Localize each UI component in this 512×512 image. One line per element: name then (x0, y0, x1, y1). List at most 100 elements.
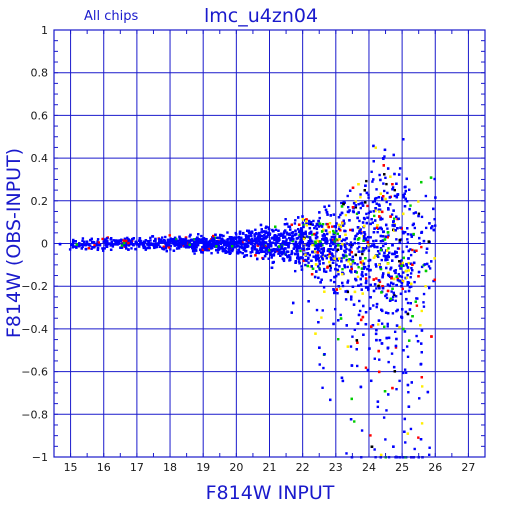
data-point (231, 249, 234, 253)
data-point (297, 223, 301, 226)
data-point (92, 246, 96, 249)
data-point (101, 249, 105, 252)
data-point (360, 232, 363, 235)
x-tick-label: 24 (362, 461, 376, 474)
data-point (375, 305, 378, 309)
data-point (259, 241, 263, 244)
data-point (155, 243, 158, 247)
data-point (370, 325, 373, 328)
data-point (367, 286, 370, 289)
data-point (248, 239, 251, 243)
data-point (356, 341, 359, 344)
data-point (380, 291, 383, 294)
data-point (307, 222, 311, 226)
data-point (380, 196, 384, 199)
data-point (406, 233, 410, 236)
data-point (382, 182, 385, 185)
data-point (277, 252, 280, 255)
data-point (363, 266, 367, 269)
data-point (357, 242, 360, 245)
data-point (276, 238, 279, 241)
data-point (378, 358, 381, 361)
data-point (315, 254, 318, 257)
data-point (250, 237, 254, 240)
data-point (290, 251, 294, 255)
data-point (291, 239, 294, 243)
data-point (348, 253, 351, 256)
data-point (326, 223, 329, 226)
data-point (409, 253, 413, 257)
data-point (322, 247, 325, 250)
data-point (409, 272, 413, 275)
data-point (353, 262, 356, 265)
data-point (385, 296, 389, 300)
data-point (201, 246, 204, 249)
data-point (72, 238, 75, 242)
data-point (302, 244, 305, 247)
data-point (376, 230, 379, 234)
data-point (420, 309, 423, 313)
data-point (420, 422, 424, 425)
data-point (378, 280, 382, 284)
data-point (393, 293, 396, 297)
data-point (378, 208, 382, 211)
data-point (353, 290, 357, 294)
data-point (369, 245, 372, 248)
data-point (309, 231, 313, 234)
data-point (296, 256, 299, 260)
data-point (380, 342, 384, 345)
data-point (317, 276, 320, 280)
data-point (293, 222, 297, 225)
data-point (261, 242, 264, 245)
data-point (194, 249, 198, 252)
data-point (276, 241, 279, 244)
data-point (406, 241, 410, 244)
data-point (239, 241, 243, 244)
data-point (146, 240, 150, 243)
data-point (318, 259, 321, 263)
data-point (343, 244, 347, 247)
data-point (403, 417, 407, 421)
data-point (409, 204, 412, 207)
data-point (383, 390, 387, 393)
data-point (240, 244, 243, 247)
data-point (294, 229, 297, 232)
data-point (374, 239, 378, 242)
data-point (336, 268, 339, 272)
data-point (249, 254, 253, 258)
data-point (330, 252, 333, 255)
data-point (291, 301, 295, 305)
data-point (344, 254, 347, 257)
data-point (401, 287, 404, 290)
data-point (384, 223, 388, 227)
data-point (349, 269, 352, 272)
data-point (270, 248, 274, 252)
data-point (117, 242, 121, 245)
data-point (229, 241, 233, 245)
data-point (327, 225, 331, 229)
data-point (343, 264, 346, 267)
data-point (158, 240, 161, 243)
data-point (216, 236, 219, 239)
data-point (376, 255, 380, 259)
data-point (284, 247, 287, 250)
data-point (353, 237, 356, 241)
data-point (376, 223, 379, 227)
data-point (375, 277, 378, 280)
data-point (223, 239, 226, 243)
data-point (331, 261, 335, 264)
data-point (320, 278, 323, 281)
data-point (384, 242, 387, 245)
data-point (368, 307, 372, 310)
data-point (393, 194, 397, 198)
data-point (125, 247, 128, 250)
data-point (219, 242, 223, 245)
data-point (329, 214, 332, 217)
data-point (329, 269, 332, 272)
data-point (283, 235, 287, 238)
data-point (322, 249, 325, 253)
data-point (314, 263, 318, 266)
data-point (273, 242, 277, 245)
data-point (407, 249, 410, 253)
data-point (174, 237, 177, 241)
